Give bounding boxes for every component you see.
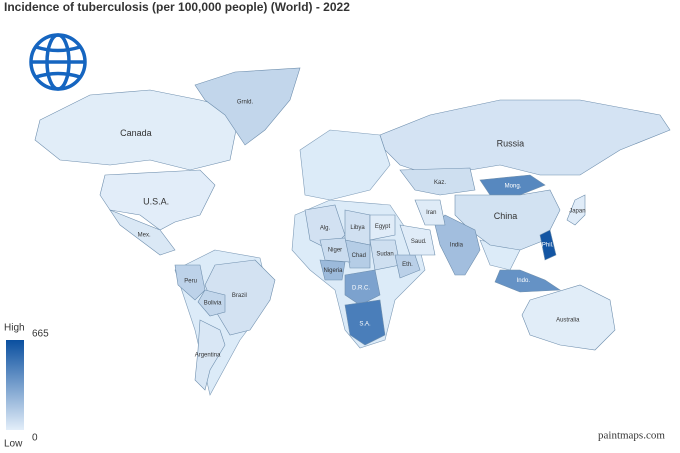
country-label: Brazil: [232, 293, 247, 299]
country: [539, 229, 557, 261]
country: [414, 199, 446, 226]
country-label: Eth.: [402, 262, 413, 268]
country: [344, 299, 386, 346]
country: [566, 194, 586, 226]
country: [494, 269, 561, 293]
country: [434, 214, 481, 276]
country: [399, 167, 476, 196]
country-label: India: [450, 243, 464, 249]
country-label: Nigeria: [323, 268, 343, 274]
legend: High Low 665 0: [4, 323, 49, 450]
country-label: Bolivia: [204, 301, 222, 307]
country-label: Alg.: [320, 226, 331, 232]
country: [394, 254, 421, 279]
country-label: S.A.: [359, 322, 371, 328]
country-label: D.R.C.: [352, 286, 370, 292]
country-label: Saud.: [411, 239, 427, 245]
country: [194, 319, 226, 391]
legend-max: 665: [32, 329, 49, 340]
country-label: Sudan: [376, 251, 393, 257]
country-label: Mex.: [138, 233, 151, 239]
country: [34, 89, 241, 171]
country-label: Japan: [569, 209, 585, 215]
country-label: Grnld.: [237, 99, 254, 105]
country-label: U.S.A.: [143, 196, 169, 206]
country: [174, 264, 206, 301]
country: [344, 269, 381, 306]
country-label: Chad: [352, 253, 366, 259]
legend-ramp: [6, 340, 24, 430]
country-label: Australia: [556, 318, 580, 324]
legend-low: Low: [4, 439, 23, 450]
country: [109, 209, 176, 256]
country-label: Phil.: [542, 243, 554, 249]
country: [369, 214, 396, 241]
country: [319, 259, 346, 281]
country: [319, 237, 351, 263]
country: [99, 169, 216, 231]
watermark: paintmaps.com: [598, 430, 665, 442]
country-label: Niger: [328, 248, 342, 254]
country: [521, 284, 616, 351]
country-label: Argentina: [195, 353, 221, 359]
legend-min: 0: [32, 433, 38, 444]
country-label: Kaz.: [434, 180, 446, 186]
country-label: Libya: [350, 225, 365, 231]
country-label: Egypt: [375, 224, 391, 230]
countries: Canada U.S.A. Grnld. Mex. Brazil Peru Bolivia A…: [34, 67, 671, 391]
country-label: Iran: [426, 210, 436, 216]
country-label: Russia: [497, 139, 525, 149]
country: [479, 174, 546, 196]
logo: [29, 33, 87, 91]
country: [197, 289, 226, 317]
map-title: Incidence of tuberculosis (per 100,000 p…: [4, 0, 350, 14]
country-label: Peru: [184, 279, 197, 285]
legend-high: High: [4, 323, 25, 334]
country: [379, 99, 671, 176]
country-label: Mong.: [505, 184, 522, 190]
country-label: China: [494, 211, 518, 221]
country: [399, 224, 436, 256]
country-label: Indo.: [517, 278, 531, 284]
country: [194, 67, 301, 146]
country-label: Canada: [120, 128, 152, 138]
